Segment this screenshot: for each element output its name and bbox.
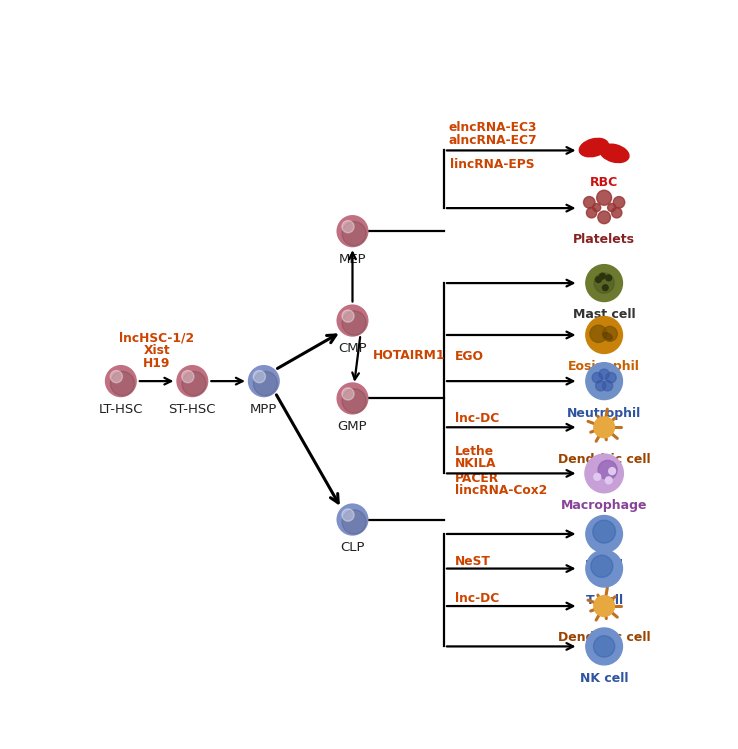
Text: B cell: B cell — [585, 560, 623, 572]
Text: PACER: PACER — [455, 472, 499, 485]
Circle shape — [248, 365, 280, 397]
Text: CLP: CLP — [340, 542, 365, 554]
Text: HOTAIRM1: HOTAIRM1 — [373, 349, 445, 362]
Circle shape — [593, 521, 615, 543]
Text: lnc-DC: lnc-DC — [455, 592, 499, 605]
Circle shape — [111, 372, 134, 395]
Circle shape — [606, 275, 612, 281]
Circle shape — [596, 380, 606, 391]
Text: GMP: GMP — [338, 420, 368, 434]
Circle shape — [585, 454, 624, 493]
Text: Dendritic cell: Dendritic cell — [558, 452, 650, 466]
Circle shape — [599, 273, 605, 279]
Text: alncRNA-EC7: alncRNA-EC7 — [448, 134, 537, 147]
Text: lncHSC-1/2: lncHSC-1/2 — [120, 331, 194, 345]
Text: NK cell: NK cell — [580, 672, 628, 685]
Circle shape — [596, 276, 601, 282]
Circle shape — [176, 365, 208, 397]
Text: lnc-DC: lnc-DC — [455, 412, 499, 425]
Circle shape — [586, 317, 622, 354]
Circle shape — [606, 372, 616, 383]
Circle shape — [586, 550, 622, 587]
Circle shape — [597, 190, 612, 205]
Circle shape — [599, 369, 610, 380]
Circle shape — [586, 264, 622, 302]
Text: Platelets: Platelets — [573, 234, 635, 246]
Circle shape — [182, 372, 206, 395]
Text: Mast cell: Mast cell — [573, 309, 635, 321]
Circle shape — [342, 388, 354, 400]
Circle shape — [342, 310, 354, 322]
Circle shape — [342, 222, 366, 246]
Circle shape — [594, 273, 614, 294]
Circle shape — [342, 389, 366, 413]
Circle shape — [602, 327, 617, 342]
Circle shape — [609, 467, 615, 475]
Circle shape — [602, 380, 613, 391]
Text: LT-HSC: LT-HSC — [99, 403, 143, 416]
Text: Dendritic cell: Dendritic cell — [558, 631, 650, 644]
Circle shape — [602, 285, 608, 291]
Circle shape — [587, 207, 597, 218]
Circle shape — [337, 304, 368, 337]
Text: MEP: MEP — [339, 253, 366, 266]
Text: lincRNA-Cox2: lincRNA-Cox2 — [455, 484, 547, 497]
Text: lincRNA-EPS: lincRNA-EPS — [450, 158, 535, 172]
Circle shape — [105, 365, 137, 397]
Circle shape — [592, 372, 602, 383]
Circle shape — [598, 211, 610, 224]
Ellipse shape — [600, 144, 629, 163]
Circle shape — [337, 503, 368, 536]
Text: H19: H19 — [143, 357, 170, 370]
Text: ST-HSC: ST-HSC — [168, 403, 216, 416]
Circle shape — [598, 461, 617, 479]
Circle shape — [182, 371, 194, 383]
Circle shape — [594, 473, 601, 480]
Circle shape — [594, 417, 615, 437]
Circle shape — [253, 371, 266, 383]
Circle shape — [594, 595, 615, 616]
Text: T cell: T cell — [585, 594, 623, 607]
Text: Xist: Xist — [144, 344, 170, 357]
Circle shape — [612, 207, 622, 218]
Text: RBC: RBC — [590, 176, 618, 189]
Circle shape — [253, 372, 277, 395]
Text: EGO: EGO — [455, 350, 484, 363]
Circle shape — [586, 363, 622, 399]
Circle shape — [590, 325, 607, 342]
Text: NeST: NeST — [455, 554, 491, 568]
Circle shape — [110, 371, 123, 383]
Circle shape — [342, 220, 354, 233]
Circle shape — [586, 628, 622, 665]
Circle shape — [337, 215, 368, 247]
Circle shape — [342, 311, 366, 335]
Text: Macrophage: Macrophage — [561, 499, 647, 512]
Circle shape — [605, 477, 612, 484]
Circle shape — [584, 196, 595, 208]
Text: CMP: CMP — [338, 342, 367, 356]
Circle shape — [607, 204, 615, 211]
Circle shape — [593, 204, 601, 211]
Circle shape — [586, 515, 622, 553]
Text: Eosinophil: Eosinophil — [568, 360, 640, 373]
Circle shape — [613, 196, 625, 208]
Text: Neutrophil: Neutrophil — [567, 407, 641, 419]
Circle shape — [337, 382, 368, 415]
Ellipse shape — [579, 139, 608, 157]
Circle shape — [342, 510, 366, 534]
Circle shape — [342, 509, 354, 521]
Text: Lethe: Lethe — [455, 445, 494, 458]
Text: MPP: MPP — [250, 403, 277, 416]
Circle shape — [591, 555, 613, 577]
Text: elncRNA-EC3: elncRNA-EC3 — [449, 121, 537, 134]
Ellipse shape — [603, 333, 613, 340]
Text: NKILA: NKILA — [455, 457, 497, 470]
Circle shape — [593, 636, 615, 657]
